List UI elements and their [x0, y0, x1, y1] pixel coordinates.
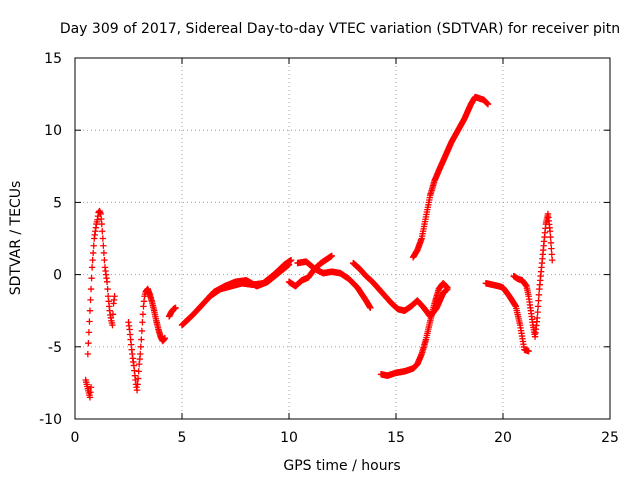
- data-point: [100, 242, 107, 249]
- data-point: [138, 327, 146, 335]
- x-tick-label: 0: [71, 430, 80, 446]
- data-point: [287, 256, 295, 264]
- series-seg14: [510, 210, 556, 340]
- series-seg2: [84, 207, 118, 358]
- x-tick-label: 10: [280, 430, 298, 446]
- data-point: [87, 384, 95, 391]
- data-series-layer: [82, 93, 556, 401]
- data-point: [87, 296, 94, 304]
- x-tick-label: 25: [601, 430, 619, 446]
- y-tick-label: 15: [44, 51, 62, 67]
- data-point: [133, 386, 141, 394]
- data-point: [547, 233, 554, 241]
- data-point: [90, 242, 97, 249]
- data-point: [103, 278, 111, 286]
- data-point: [134, 375, 142, 382]
- data-point: [85, 339, 92, 347]
- data-point: [109, 321, 116, 329]
- data-point: [101, 256, 108, 264]
- data-point: [99, 235, 107, 242]
- series-seg4: [144, 285, 169, 345]
- y-tick-labels: -10 -5 0 5 10 15: [39, 51, 62, 428]
- data-point: [548, 245, 555, 252]
- grid: [75, 58, 610, 419]
- data-point: [535, 297, 542, 304]
- data-point: [328, 252, 335, 260]
- data-point: [172, 304, 179, 312]
- series-seg1: [82, 376, 95, 401]
- series-seg12: [409, 93, 492, 261]
- data-point: [84, 350, 92, 358]
- chart-title: Day 309 of 2017, Sidereal Day-to-day VTE…: [60, 21, 620, 37]
- data-point: [85, 329, 93, 336]
- y-axis-label: SDTVAR / TECUs: [8, 181, 24, 296]
- data-point: [135, 368, 142, 375]
- data-point: [139, 319, 146, 326]
- data-point: [547, 239, 555, 247]
- data-point: [134, 381, 141, 388]
- y-tick-label: 0: [53, 268, 62, 284]
- data-point: [138, 336, 145, 343]
- data-point: [86, 318, 93, 325]
- y-tick-label: 10: [44, 123, 62, 139]
- data-point: [87, 285, 95, 293]
- series-seg3: [125, 285, 151, 394]
- x-tick-label: 20: [494, 430, 512, 446]
- data-point: [89, 249, 97, 257]
- plot-frame: [74, 57, 611, 420]
- data-point: [88, 264, 96, 271]
- tick-marks: [74, 57, 611, 420]
- series-seg7: [206, 256, 295, 300]
- data-point: [484, 101, 492, 108]
- data-point: [534, 314, 541, 322]
- y-tick-label: 5: [53, 195, 62, 211]
- data-point: [534, 303, 542, 310]
- data-point: [367, 304, 374, 312]
- data-point: [137, 350, 144, 358]
- data-point: [111, 293, 118, 300]
- y-tick-label: -10: [39, 412, 62, 428]
- series-seg5: [165, 304, 179, 320]
- data-point: [139, 311, 147, 318]
- data-point: [534, 308, 541, 316]
- data-point: [88, 275, 95, 282]
- series-seg9: [294, 258, 374, 312]
- data-point: [86, 307, 94, 314]
- data-point: [548, 251, 555, 258]
- data-point: [104, 285, 111, 293]
- data-point: [109, 311, 117, 318]
- data-point: [535, 291, 543, 299]
- y-tick-label: -5: [48, 340, 62, 356]
- x-tick-label: 15: [387, 430, 405, 446]
- data-point: [161, 334, 169, 342]
- data-point: [549, 256, 556, 264]
- x-axis-label: GPS time / hours: [283, 458, 400, 474]
- data-point: [525, 347, 532, 355]
- data-point: [100, 249, 108, 257]
- series-seg13: [482, 280, 532, 355]
- data-point: [546, 228, 554, 235]
- data-point: [89, 256, 96, 264]
- data-point: [137, 343, 145, 350]
- series-seg11: [377, 280, 451, 379]
- x-tick-label: 5: [178, 430, 187, 446]
- data-point: [99, 228, 106, 235]
- x-tick-labels: 0 5 10 15 20 25: [71, 430, 619, 446]
- data-point: [98, 220, 105, 228]
- data-point: [444, 284, 451, 291]
